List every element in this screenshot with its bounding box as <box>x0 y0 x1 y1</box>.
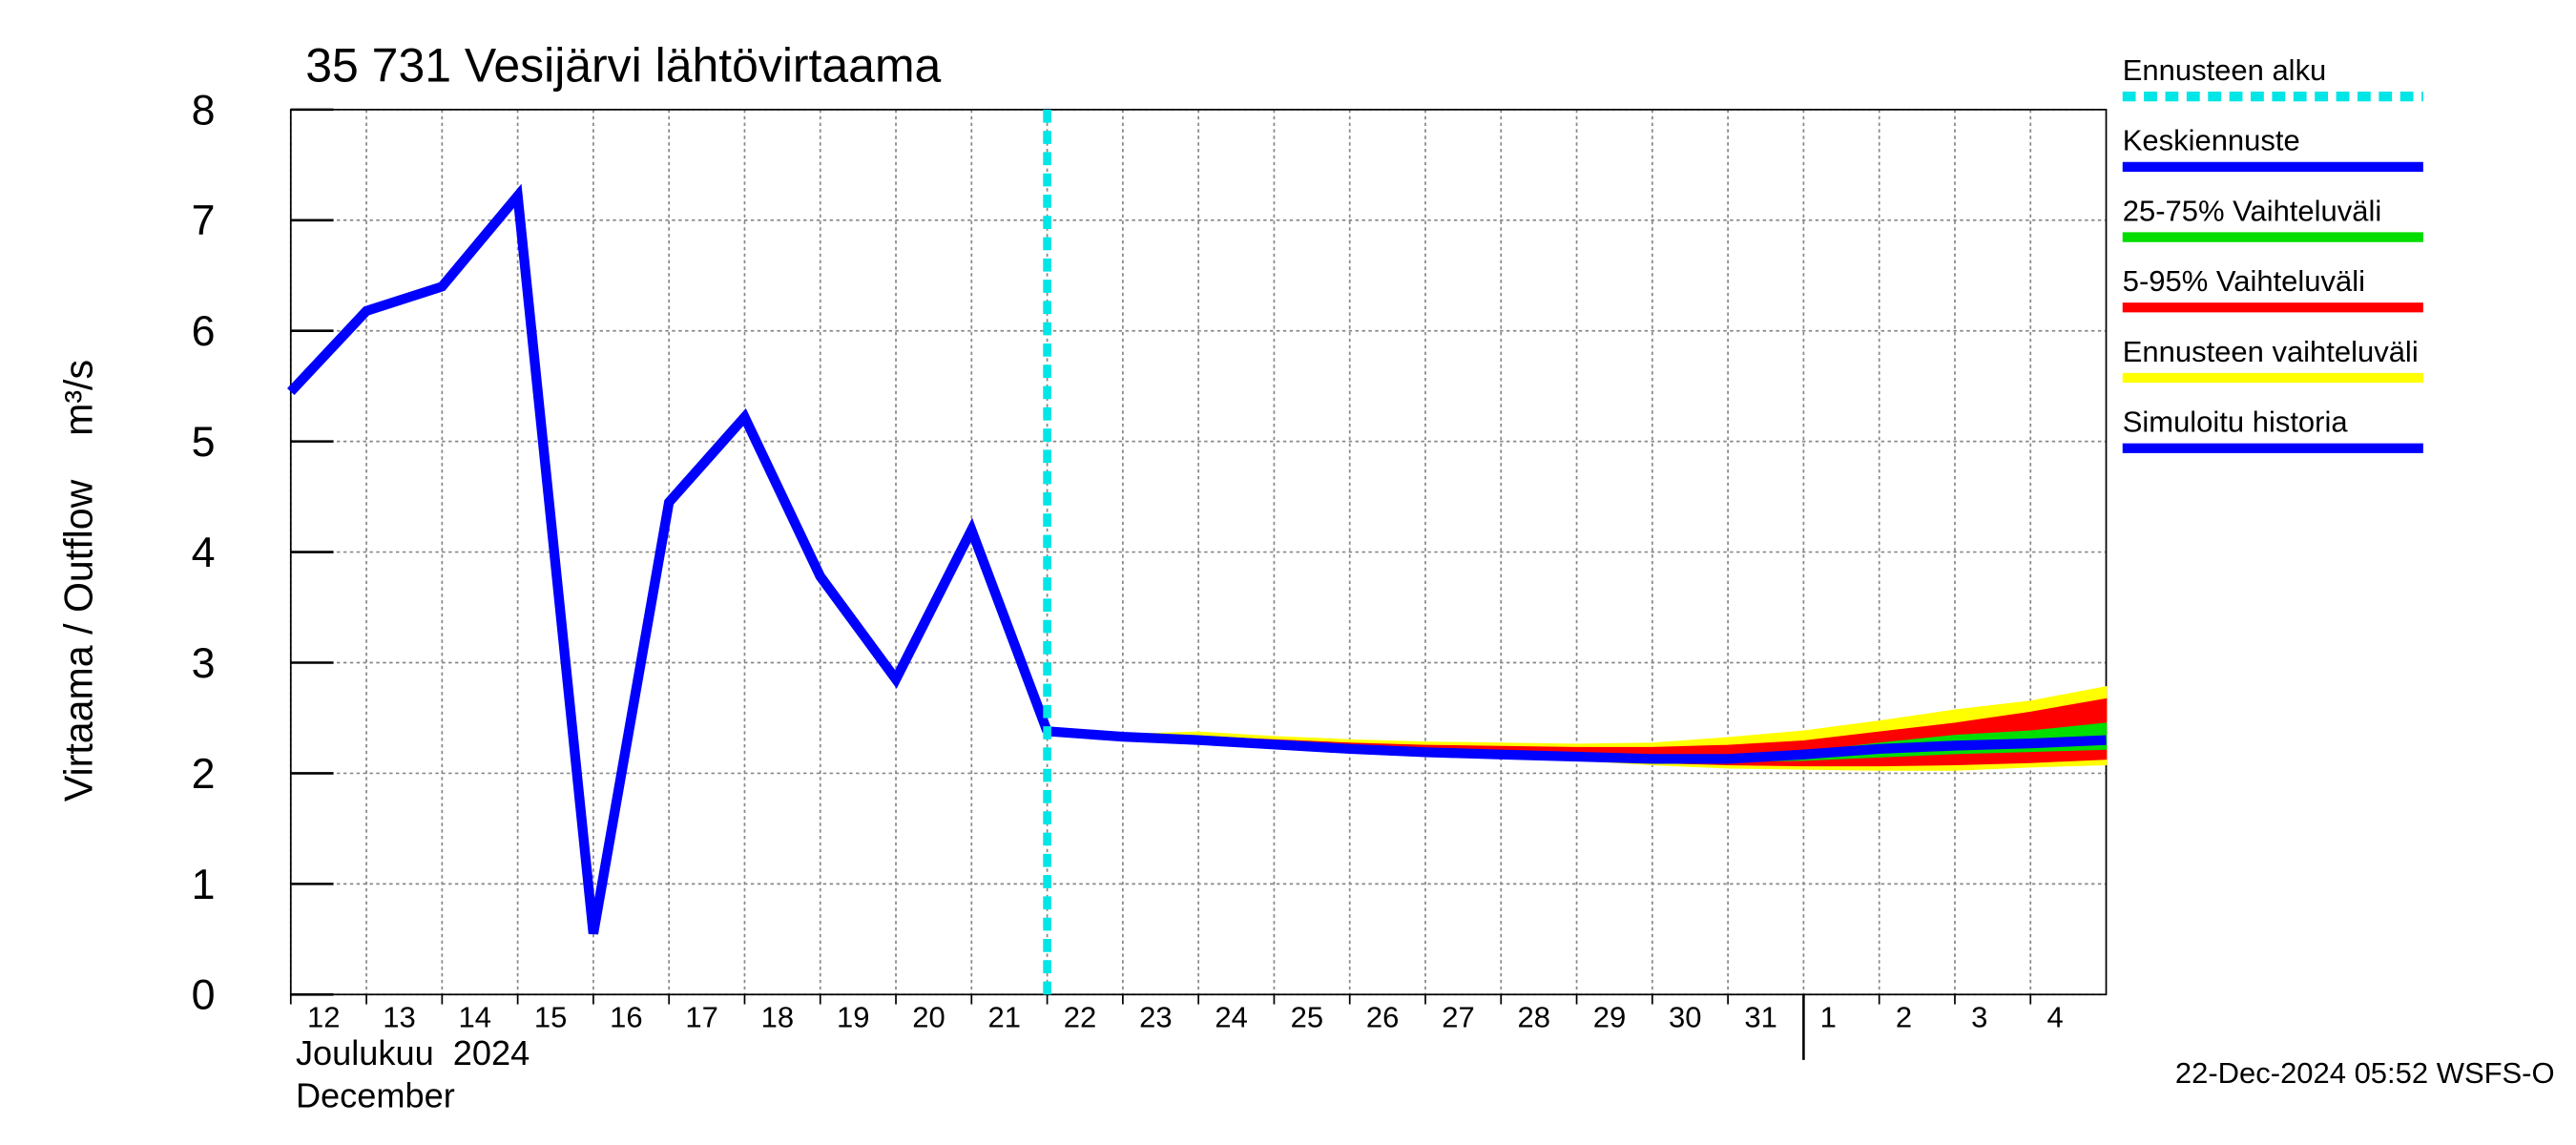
x-tick-label: 20 <box>912 1001 945 1034</box>
legend-label: Ennusteen vaihteluväli <box>2123 335 2419 368</box>
x-tick-label: 24 <box>1215 1001 1247 1034</box>
x-tick-label: 19 <box>837 1001 869 1034</box>
x-tick-label: 15 <box>534 1001 567 1034</box>
plot-frame <box>289 109 2108 996</box>
y-tick-label: 3 <box>192 640 216 687</box>
x-tick-label: 4 <box>2046 1001 2063 1034</box>
chart-title: 35 731 Vesijärvi lähtövirtaama <box>305 39 941 93</box>
series-line <box>1047 726 2107 764</box>
y-tick-label: 8 <box>192 87 216 134</box>
x-tick-label: 18 <box>761 1001 794 1034</box>
legend-label: Simuloitu historia <box>2123 406 2349 439</box>
legend-label: 5-95% Vaihteluväli <box>2123 264 2365 298</box>
y-tick-label: 6 <box>192 308 216 355</box>
x-tick-label: 12 <box>307 1001 340 1034</box>
legend-label: Keskiennuste <box>2123 124 2300 157</box>
x-tick-label: 27 <box>1442 1001 1474 1034</box>
x-tick-label: 28 <box>1517 1001 1549 1034</box>
x-tick-label: 2 <box>1896 1001 1912 1034</box>
y-tick-label: 0 <box>192 972 216 1019</box>
x-tick-label: 14 <box>459 1001 491 1034</box>
x-tick-label: 26 <box>1366 1001 1399 1034</box>
x-tick-label: 23 <box>1139 1001 1172 1034</box>
x-tick-label: 22 <box>1064 1001 1096 1034</box>
legend-label: 25-75% Vaihteluväli <box>2123 194 2381 227</box>
footer: 22-Dec-2024 05:52 WSFS-O <box>2175 1056 2555 1090</box>
x-tick-label: 3 <box>1971 1001 1987 1034</box>
x-tick-label: 25 <box>1291 1001 1323 1034</box>
y-tick-label: 2 <box>192 751 216 798</box>
legend: Ennusteen alku Keskiennuste 25-75% Vaihtel… <box>2123 53 2423 453</box>
y-tick-label: 1 <box>192 862 216 908</box>
x-axis-label: Joulukuu 2024 <box>296 1033 530 1072</box>
x-tick-label: 30 <box>1669 1001 1701 1034</box>
y-tick-label: 4 <box>192 530 216 576</box>
x-tick-label: 1 <box>1820 1001 1837 1034</box>
x-tick-label: 29 <box>1593 1001 1626 1034</box>
y-tick-label: 7 <box>192 198 216 244</box>
y-axis-label: Virtaama / Outflow m³/s <box>56 360 100 802</box>
x-tick-label: 16 <box>610 1001 642 1034</box>
legend-label: Ennusteen alku <box>2123 53 2327 87</box>
x-tick-label: 17 <box>685 1001 717 1034</box>
x-axis-label: December <box>296 1076 455 1115</box>
x-tick-label: 13 <box>383 1001 415 1034</box>
x-tick-label: 21 <box>988 1001 1021 1034</box>
x-tick-label: 31 <box>1744 1001 1776 1034</box>
series-line <box>287 183 1052 935</box>
y-tick-label: 5 <box>192 419 216 466</box>
